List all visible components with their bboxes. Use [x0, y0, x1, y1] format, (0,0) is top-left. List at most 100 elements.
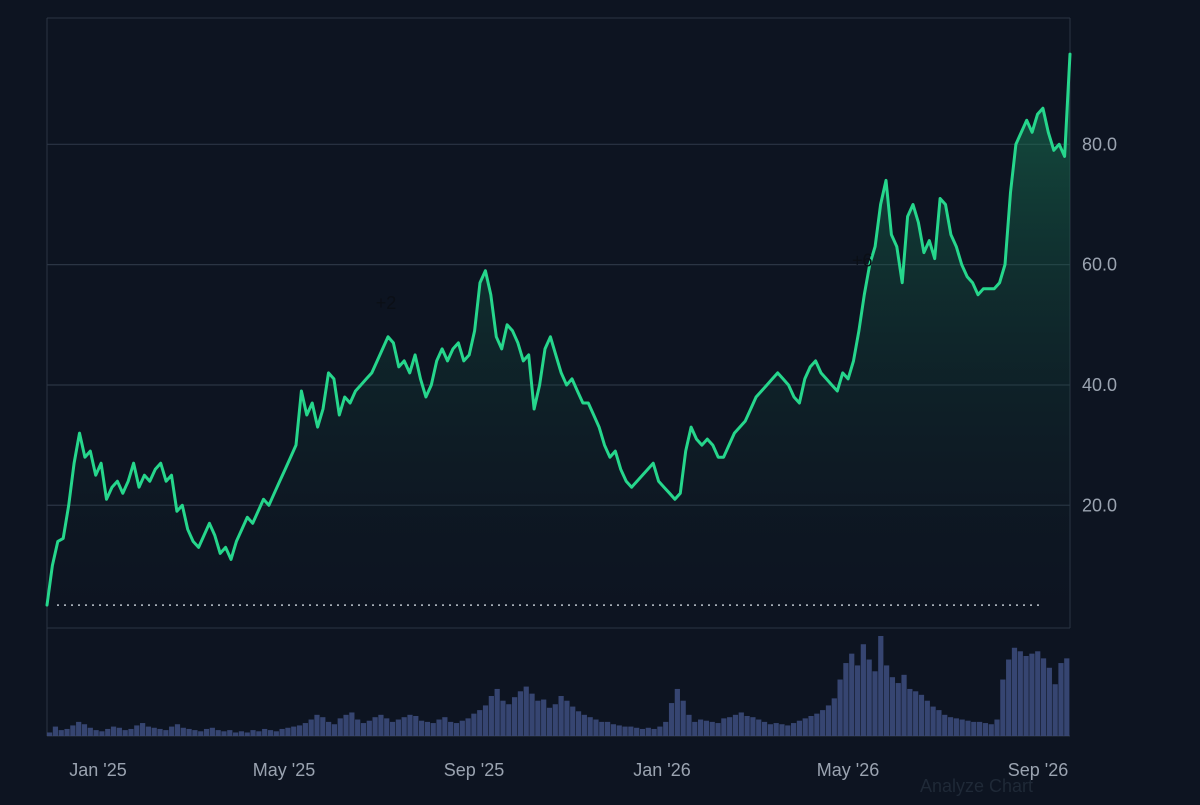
volume-bar — [767, 724, 773, 736]
volume-bar — [99, 731, 105, 736]
volume-bar — [947, 717, 954, 736]
line-layer — [45, 52, 1072, 607]
annotation-label: +2 — [376, 293, 397, 313]
volume-bar — [262, 728, 268, 736]
y-tick-label: 60.0 — [1082, 255, 1117, 275]
volume-bar — [1040, 658, 1047, 736]
area-layer — [47, 54, 1070, 629]
volume-bar — [628, 726, 634, 736]
price-area-fill — [47, 54, 1070, 629]
volume-bar — [657, 726, 663, 736]
volume-bar — [837, 679, 843, 736]
volume-bar — [535, 700, 541, 736]
volume-bar — [110, 726, 117, 736]
volume-bar — [1035, 651, 1041, 736]
volume-bar — [169, 726, 175, 736]
volume-bar — [436, 719, 442, 736]
volume-bar — [663, 721, 669, 736]
volume-bar — [634, 727, 640, 736]
volume-bar — [506, 704, 512, 736]
volume-bar — [145, 726, 152, 736]
volume-bar — [360, 723, 367, 736]
volume-bar — [1052, 684, 1058, 736]
volume-bar — [901, 674, 907, 736]
volume-bar — [674, 688, 680, 736]
volume-bar — [541, 699, 547, 736]
volume-bar — [355, 719, 361, 736]
volume-bar — [93, 730, 99, 736]
volume-bar — [622, 726, 628, 736]
volume-bar — [1011, 647, 1018, 736]
price-line — [45, 52, 1072, 607]
volume-bar — [459, 720, 465, 736]
volume-bar — [186, 728, 192, 736]
volume-bar — [639, 728, 646, 736]
volume-bar — [721, 718, 727, 736]
volume-bar — [163, 730, 169, 736]
volume-bar — [779, 724, 785, 736]
volume-bar — [273, 731, 279, 736]
volume-bar — [651, 728, 657, 736]
axis-layer: 20.0 40.0 60.0 80.0 Jan '25 May '25 Sep '25 Jan… — [69, 134, 1117, 780]
volume-bar — [558, 696, 564, 736]
volume-bar — [605, 721, 611, 736]
volume-bar — [884, 665, 890, 736]
volume-bar — [238, 731, 245, 736]
volume-bar — [854, 665, 861, 736]
volume-bar — [1000, 679, 1006, 736]
volume-bar — [1023, 656, 1029, 736]
volume-bar — [610, 724, 617, 736]
volume-bar — [198, 731, 204, 736]
volume-bar — [389, 721, 396, 736]
volume-bar — [372, 717, 378, 736]
volume-bar — [988, 724, 994, 736]
volume-bar — [413, 716, 419, 736]
volume-bar — [256, 731, 262, 736]
volume-bar — [785, 725, 791, 736]
volume-bar — [924, 700, 930, 736]
volume-bar — [87, 727, 93, 736]
volume-bar — [105, 728, 111, 736]
volume-bar — [965, 720, 971, 736]
volume-bar — [343, 714, 349, 736]
volume-bar — [285, 727, 291, 736]
volume-bar — [250, 730, 256, 736]
volume-bar — [81, 724, 88, 736]
analyze-chart-link[interactable]: Analyze Chart — [920, 776, 1034, 796]
volume-bar — [971, 721, 977, 736]
volume-bar — [314, 714, 320, 736]
volume-bar — [977, 721, 983, 736]
volume-bar — [267, 730, 274, 736]
volume-bar — [302, 723, 308, 736]
annotation-label: +6 — [852, 251, 873, 271]
volume-bar — [593, 719, 599, 736]
volume-bar — [587, 717, 593, 736]
volume-bar — [233, 732, 239, 736]
volume-bar — [395, 719, 401, 736]
volume-bar — [471, 713, 477, 736]
volume-bar — [326, 721, 332, 736]
volume-bar — [424, 721, 431, 736]
x-tick-label: Sep '26 — [1008, 760, 1069, 780]
volume-bar — [982, 723, 989, 736]
volume-bar — [750, 717, 756, 736]
volume-bar — [291, 726, 297, 736]
volume-bar — [959, 719, 965, 736]
volume-bar — [1046, 667, 1052, 736]
volume-bar — [174, 724, 181, 736]
annotation-layer: +2 +6 — [376, 251, 873, 313]
volume-bar — [732, 714, 739, 736]
volume-bar — [122, 730, 128, 736]
volume-bar — [529, 693, 535, 736]
volume-bar — [953, 718, 959, 736]
volume-bar — [791, 723, 797, 736]
volume-bar — [337, 718, 343, 736]
volume-bar — [581, 714, 587, 736]
volume-bar — [773, 723, 779, 736]
volume-bar — [70, 725, 76, 736]
volume-bar — [512, 697, 518, 736]
x-tick-label: May '26 — [817, 760, 879, 780]
volume-bar — [448, 721, 454, 736]
